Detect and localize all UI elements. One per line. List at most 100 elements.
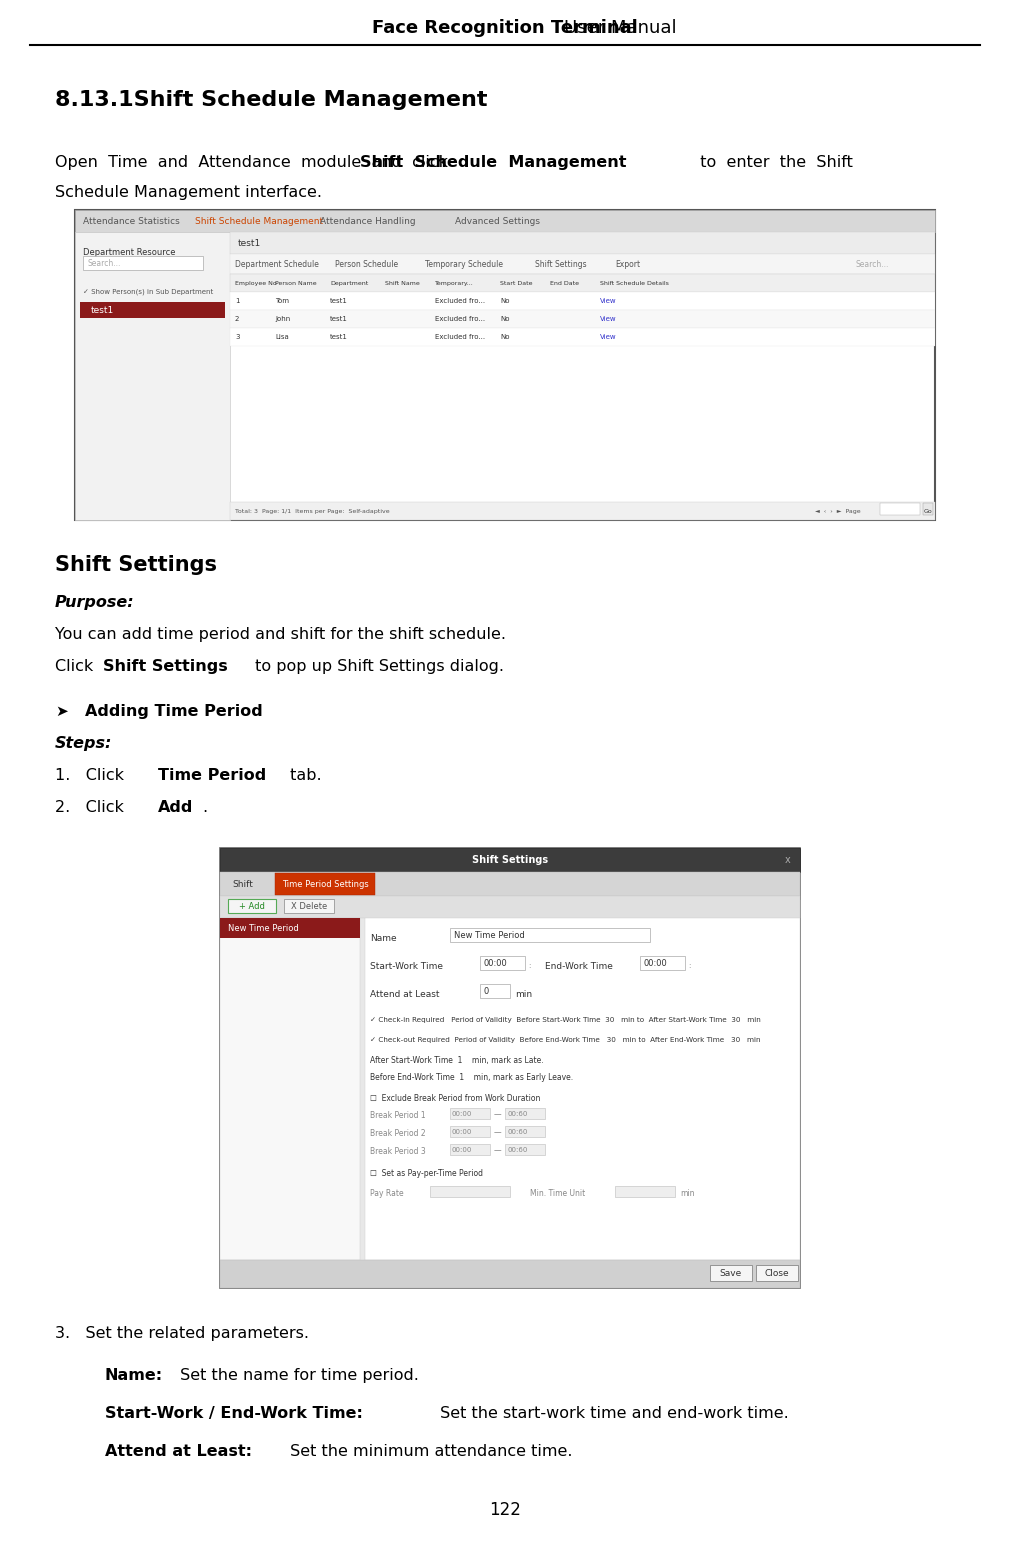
Text: tab.: tab. (285, 767, 321, 783)
Text: test1: test1 (238, 239, 262, 248)
Text: 122: 122 (489, 1501, 521, 1519)
Text: Time Period: Time Period (158, 767, 267, 783)
Text: Schedule Management interface.: Schedule Management interface. (55, 185, 322, 200)
Bar (505, 1126, 545, 1137)
Text: Search...: Search... (87, 259, 120, 268)
Text: Department: Department (330, 280, 369, 285)
Text: Employee No: Employee No (235, 280, 277, 285)
Text: Shift Settings: Shift Settings (55, 555, 217, 575)
Text: No: No (500, 316, 509, 322)
Bar (480, 985, 510, 999)
Text: Tom: Tom (275, 297, 289, 304)
Text: View: View (600, 316, 617, 322)
Bar (450, 1143, 490, 1156)
Text: Person Schedule: Person Schedule (335, 259, 398, 268)
Text: 3.   Set the related parameters.: 3. Set the related parameters. (55, 1325, 309, 1341)
Text: Excluded fro...: Excluded fro... (435, 316, 485, 322)
Bar (230, 502, 935, 519)
Bar (450, 1108, 490, 1119)
Text: Time Period Settings: Time Period Settings (282, 880, 369, 889)
Text: Close: Close (765, 1268, 789, 1277)
Text: Attend at Least: Attend at Least (370, 989, 439, 999)
Text: 1: 1 (235, 297, 239, 304)
Text: New Time Period: New Time Period (228, 923, 299, 932)
Bar (75, 210, 935, 233)
Text: Set the start-work time and end-work time.: Set the start-work time and end-work tim… (435, 1405, 789, 1421)
Text: New Time Period: New Time Period (454, 931, 525, 940)
Bar (923, 502, 933, 515)
Bar (365, 900, 800, 1261)
Text: Shift Schedule Details: Shift Schedule Details (600, 280, 669, 285)
Bar (230, 254, 935, 274)
Text: ✓ Show Person(s) in Sub Department: ✓ Show Person(s) in Sub Department (83, 288, 213, 294)
Text: 3: 3 (235, 334, 239, 341)
Text: View: View (600, 334, 617, 341)
Text: Adding Time Period: Adding Time Period (85, 704, 263, 720)
Bar (220, 918, 360, 938)
Bar (880, 502, 920, 515)
Text: Min. Time Unit: Min. Time Unit (530, 1188, 585, 1197)
Text: Shift  Schedule  Management: Shift Schedule Management (360, 156, 626, 170)
Text: :: : (688, 963, 691, 969)
Text: Start-Work / End-Work Time:: Start-Work / End-Work Time: (105, 1405, 363, 1421)
Text: 2: 2 (235, 316, 239, 322)
Bar (230, 310, 935, 328)
Bar (220, 872, 800, 895)
Text: End Date: End Date (550, 280, 579, 285)
Text: 00:00: 00:00 (452, 1128, 473, 1134)
Text: Temporary Schedule: Temporary Schedule (425, 259, 503, 268)
Text: .: . (202, 800, 207, 815)
Bar (220, 895, 800, 918)
Bar (220, 918, 360, 1261)
Text: min: min (515, 989, 532, 999)
Text: Steps:: Steps: (55, 737, 112, 750)
Text: Person Name: Person Name (275, 280, 316, 285)
Bar (430, 1187, 510, 1197)
Text: to  enter  the  Shift: to enter the Shift (690, 156, 852, 170)
Text: Shift: Shift (232, 880, 252, 889)
Text: Department Schedule: Department Schedule (235, 259, 319, 268)
Text: 00:60: 00:60 (507, 1147, 527, 1153)
Text: test1: test1 (91, 305, 114, 314)
Text: Start Date: Start Date (500, 280, 532, 285)
Bar (228, 898, 276, 912)
Text: Start-Work Time: Start-Work Time (370, 962, 443, 971)
Text: X Delete: X Delete (291, 901, 327, 911)
Text: Name:: Name: (105, 1368, 164, 1382)
Text: Go: Go (923, 509, 932, 513)
Bar (230, 274, 935, 291)
Text: No: No (500, 334, 509, 341)
Text: User Manual: User Manual (333, 18, 677, 37)
Text: 00:60: 00:60 (507, 1111, 527, 1117)
Text: Face Recognition Terminal: Face Recognition Terminal (372, 18, 638, 37)
Text: Shift Settings: Shift Settings (472, 855, 548, 865)
Text: 00:60: 00:60 (507, 1128, 527, 1134)
Text: Attend at Least:: Attend at Least: (105, 1444, 252, 1459)
Text: to pop up Shift Settings dialog.: to pop up Shift Settings dialog. (250, 660, 504, 673)
Text: No: No (500, 297, 509, 304)
Text: test1: test1 (330, 316, 347, 322)
Text: :: : (528, 963, 530, 969)
Bar (450, 1126, 490, 1137)
Text: 00:00: 00:00 (452, 1111, 473, 1117)
Text: Save: Save (720, 1268, 742, 1277)
Bar (615, 1187, 675, 1197)
Text: Lisa: Lisa (275, 334, 289, 341)
Text: Shift Settings: Shift Settings (535, 259, 587, 268)
Text: Search...: Search... (855, 259, 889, 268)
Bar (230, 291, 935, 310)
Bar (83, 256, 203, 270)
Bar (220, 848, 800, 872)
Text: ➤: ➤ (55, 704, 68, 720)
Text: Click: Click (55, 660, 98, 673)
Text: Excluded fro...: Excluded fro... (435, 334, 485, 341)
Text: End-Work Time: End-Work Time (545, 962, 613, 971)
Text: Pay Rate: Pay Rate (370, 1188, 404, 1197)
Bar (450, 928, 650, 942)
Text: Open  Time  and  Attendance  module  and  click: Open Time and Attendance module and clic… (55, 156, 459, 170)
Text: Add: Add (158, 800, 193, 815)
Text: After Start-Work Time  1    min, mark as Late.: After Start-Work Time 1 min, mark as Lat… (370, 1056, 543, 1065)
Text: ☐  Exclude Break Period from Work Duration: ☐ Exclude Break Period from Work Duratio… (370, 1094, 540, 1102)
Text: 2.   Click: 2. Click (55, 800, 129, 815)
Text: ✓ Check-in Required   Period of Validity  Before Start-Work Time  30   min to  A: ✓ Check-in Required Period of Validity B… (370, 1017, 761, 1023)
